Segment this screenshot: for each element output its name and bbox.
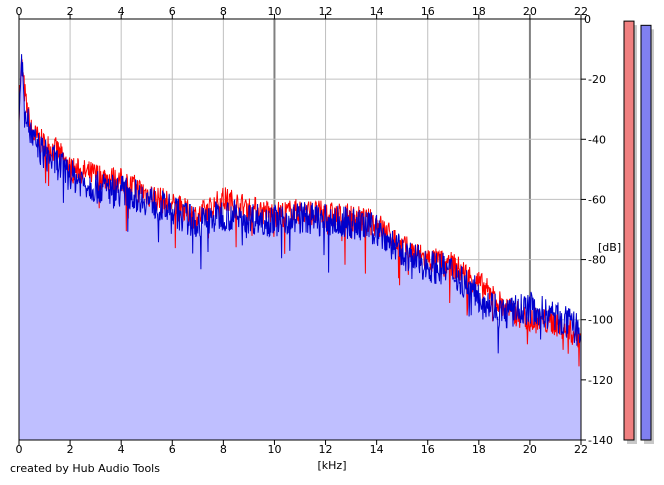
- x-tick-label-top: 8: [220, 5, 227, 18]
- spectrum-lines: [18, 54, 582, 367]
- x-tick-label-top: 16: [421, 5, 435, 18]
- y-tick-label: -140: [588, 434, 613, 447]
- x-tick-label-bottom: 4: [118, 443, 125, 456]
- x-tick-label-bottom: 6: [169, 443, 176, 456]
- x-tick-label-top: 20: [523, 5, 537, 18]
- level-meters: [623, 20, 654, 444]
- x-axis-label: [kHz]: [318, 459, 347, 472]
- x-tick-label-top: 14: [370, 5, 384, 18]
- x-tick-label-top: 0: [16, 5, 23, 18]
- x-tick-label-bottom: 18: [472, 443, 486, 456]
- x-tick-label-bottom: 12: [319, 443, 333, 456]
- y-tick-label: -40: [588, 133, 606, 146]
- x-tick-label-top: 4: [118, 5, 125, 18]
- axis-ticks: 002244668810101212141416161818202022220-…: [16, 5, 613, 456]
- x-tick-label-bottom: 14: [370, 443, 384, 456]
- y-axis-label: [dB]: [598, 241, 621, 254]
- spectrum-fill-area: [19, 54, 581, 440]
- y-tick-label: 0: [584, 13, 591, 26]
- x-tick-label-top: 10: [267, 5, 281, 18]
- y-tick-label: -20: [588, 73, 606, 86]
- right-channel-line: [18, 54, 582, 354]
- x-tick-label-top: 6: [169, 5, 176, 18]
- y-tick-label: -120: [588, 374, 613, 387]
- y-tick-label: -80: [588, 254, 606, 267]
- y-tick-label: -60: [588, 193, 606, 206]
- plot-border: [18, 18, 582, 441]
- x-tick-label-bottom: 10: [267, 443, 281, 456]
- x-tick-label-bottom: 22: [574, 443, 588, 456]
- x-tick-label-bottom: 0: [16, 443, 23, 456]
- x-tick-label-bottom: 8: [220, 443, 227, 456]
- x-tick-label-bottom: 2: [67, 443, 74, 456]
- x-tick-label-bottom: 16: [421, 443, 435, 456]
- x-tick-label-bottom: 20: [523, 443, 537, 456]
- x-tick-label-top: 12: [319, 5, 333, 18]
- y-tick-label: -100: [588, 314, 613, 327]
- right-level-meter: [640, 24, 652, 441]
- left-level-meter: [623, 20, 635, 441]
- x-tick-label-top: 18: [472, 5, 486, 18]
- x-tick-label-top: 22: [574, 5, 588, 18]
- credit-text: created by Hub Audio Tools: [10, 462, 160, 475]
- x-tick-label-top: 2: [67, 5, 74, 18]
